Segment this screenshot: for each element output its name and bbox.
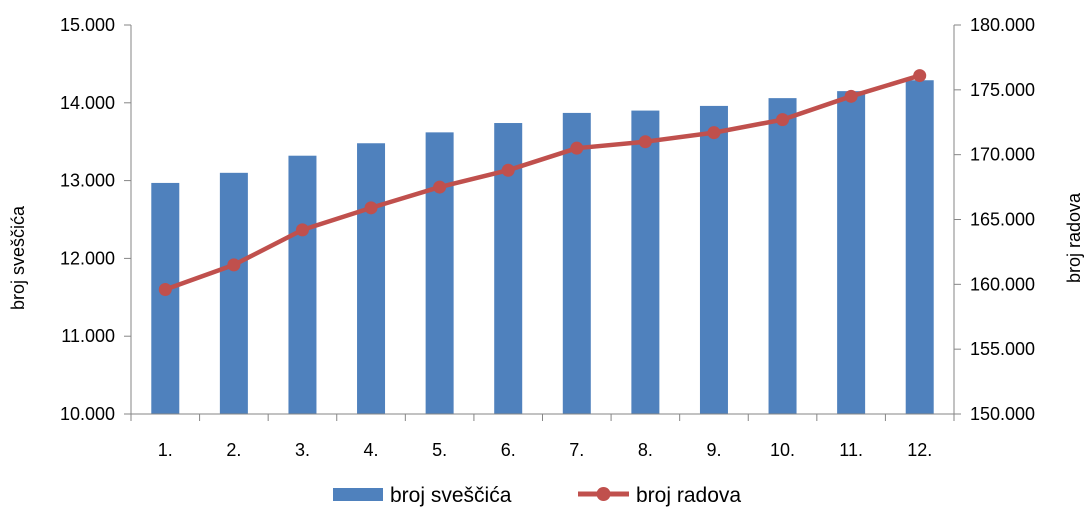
line-point	[570, 141, 584, 155]
legend-swatch-bars	[333, 488, 383, 501]
y-right-tick-label: 180.000	[970, 15, 1035, 35]
line-point	[707, 126, 721, 140]
bar	[288, 155, 317, 415]
line-point	[638, 135, 652, 149]
x-tick-label: 12.	[907, 440, 932, 460]
x-tick-label: 5.	[432, 440, 447, 460]
bar	[357, 143, 386, 415]
x-tick-label: 2.	[226, 440, 241, 460]
legend-label-line: broj radova	[636, 484, 741, 507]
x-tick-label: 11.	[839, 440, 863, 460]
bar	[219, 172, 248, 414]
y-left-tick-label: 14.000	[60, 93, 115, 113]
line-series	[158, 69, 927, 297]
legend-label-bars: broj sveščića	[390, 484, 512, 507]
x-tick-label: 3.	[295, 440, 310, 460]
line-path	[164, 73, 921, 292]
x-tick-label: 6.	[501, 440, 516, 460]
y-right-tick-label: 175.000	[970, 80, 1035, 100]
y-left-tick-label: 13.000	[60, 171, 115, 191]
legend-swatch-marker	[596, 487, 611, 501]
line-point	[295, 223, 309, 237]
line-point	[913, 69, 927, 83]
legend: broj sveščića broj radova	[333, 484, 741, 507]
y-right-tick-label: 165.000	[970, 210, 1035, 230]
bar	[425, 132, 454, 414]
tick-labels: 10.000 11.000 12.000 13.000 14.000 15.000 150.…	[60, 15, 1035, 460]
line-point	[433, 180, 447, 194]
y-left-tick-label: 12.000	[60, 248, 115, 268]
y-right-tick-label: 170.000	[970, 145, 1035, 165]
line-point	[776, 113, 790, 127]
y-left-axis-title: broj sveščića	[8, 205, 28, 310]
axes	[124, 24, 961, 421]
x-tick-label: 8.	[638, 440, 653, 460]
y-left-tick-label: 15.000	[60, 15, 115, 35]
bar	[151, 182, 180, 414]
bar	[768, 98, 797, 414]
y-left-tick-label: 11.000	[61, 326, 115, 346]
bar	[562, 112, 591, 414]
line-point	[364, 201, 378, 215]
x-tick-label: 1.	[158, 440, 173, 460]
y-right-tick-label: 155.000	[970, 339, 1035, 359]
y-right-tick-label: 160.000	[970, 274, 1035, 294]
bars-series	[151, 80, 934, 415]
line-point	[501, 163, 515, 177]
x-tick-label: 9.	[706, 440, 721, 460]
bar	[631, 110, 660, 414]
y-right-tick-label: 150.000	[970, 404, 1035, 424]
bar	[905, 80, 934, 414]
line-point	[844, 89, 858, 103]
x-tick-label: 7.	[569, 440, 584, 460]
line-point	[227, 258, 241, 272]
bar	[699, 105, 728, 415]
x-tick-label: 10.	[770, 440, 795, 460]
y-right-axis-title: broj radova	[1064, 192, 1084, 283]
bar	[837, 91, 866, 414]
y-left-tick-label: 10.000	[60, 404, 115, 424]
x-tick-label: 4.	[364, 440, 379, 460]
line-point	[158, 283, 172, 297]
